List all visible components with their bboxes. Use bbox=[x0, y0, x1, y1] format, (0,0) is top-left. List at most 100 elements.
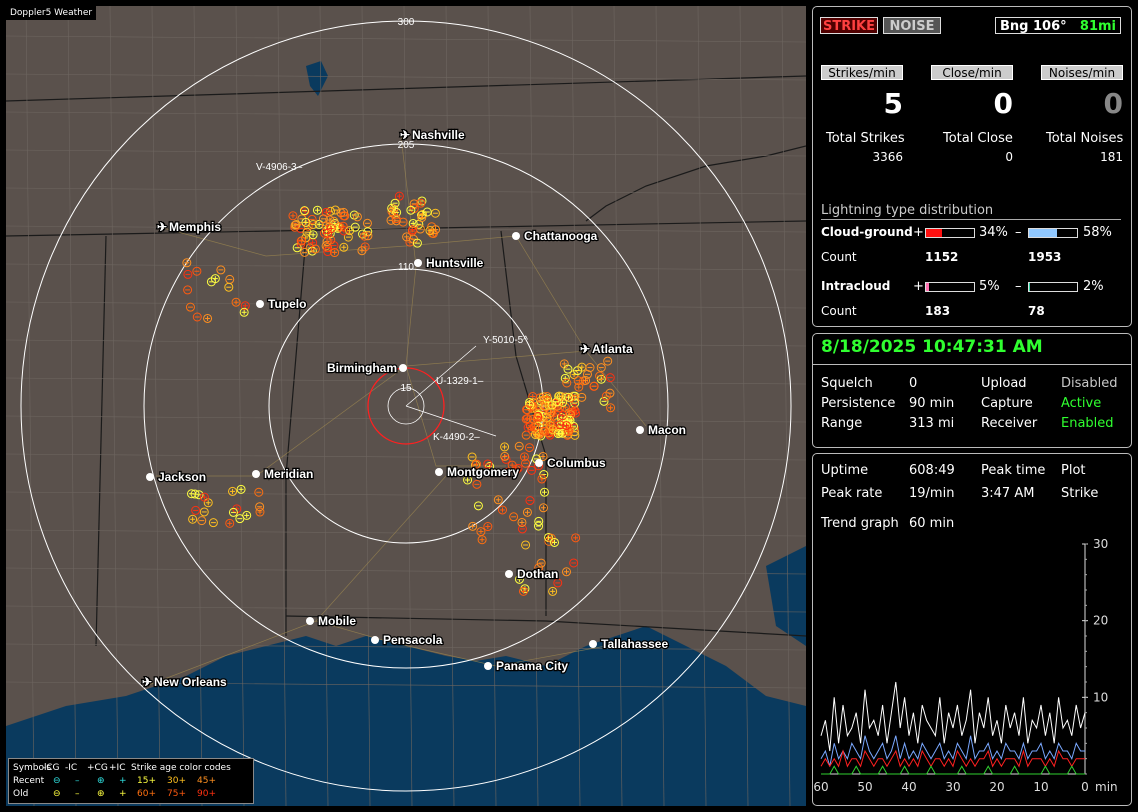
city-dothan[interactable]: Dothan bbox=[505, 566, 560, 582]
strike-mark bbox=[199, 507, 209, 517]
setting-value: 90 min bbox=[909, 396, 955, 411]
strike-mark bbox=[522, 405, 532, 415]
lightning-map[interactable]: 300 205 110 15 ✈ Nashville ✈ Memphis Chattanoog… bbox=[6, 6, 806, 806]
legend-age-label: Strike age color codes bbox=[131, 762, 231, 773]
city-label: Jackson bbox=[158, 470, 206, 484]
ic-positive-pct: 5% bbox=[979, 279, 1000, 294]
cloud-ground-label: Cloud-ground bbox=[821, 225, 913, 239]
city-macon[interactable]: Macon bbox=[636, 422, 687, 438]
ic-count-label: Count bbox=[821, 304, 857, 318]
strike-mark bbox=[521, 458, 531, 468]
city-birmingham[interactable]: Birmingham bbox=[326, 360, 407, 376]
strike-mark bbox=[467, 452, 477, 462]
strike-mark bbox=[522, 507, 532, 517]
city-atlanta[interactable]: ✈ Atlanta bbox=[579, 341, 634, 358]
trend-x-unit: min bbox=[1095, 780, 1118, 794]
strike-mark bbox=[338, 221, 348, 231]
strike-badge[interactable]: STRIKE bbox=[820, 17, 878, 34]
strike-mark bbox=[357, 246, 367, 256]
strike-mark bbox=[228, 486, 238, 496]
strike-mark bbox=[554, 391, 564, 401]
range-label-300: 300 bbox=[398, 17, 415, 28]
storm-marker[interactable]: V-4906-3– bbox=[256, 162, 303, 173]
city-huntsville[interactable]: Huntsville bbox=[414, 255, 485, 271]
city-tupelo[interactable]: Tupelo bbox=[256, 296, 308, 312]
city-pensacola[interactable]: Pensacola bbox=[371, 632, 444, 648]
datetime-readout: 8/18/2025 10:47:31 AM bbox=[821, 337, 1043, 357]
strike-mark bbox=[528, 414, 538, 424]
total-close-value: 0 bbox=[1005, 150, 1013, 164]
city-columbus[interactable]: Columbus bbox=[535, 455, 607, 471]
city-chattanooga[interactable]: Chattanooga bbox=[512, 228, 599, 244]
strike-mark bbox=[581, 375, 591, 385]
strike-mark bbox=[542, 391, 552, 401]
strike-mark bbox=[589, 381, 599, 391]
city-label: Tupelo bbox=[268, 297, 306, 311]
strike-mark bbox=[561, 421, 571, 431]
distribution-title: Lightning type distribution bbox=[821, 203, 994, 218]
strike-mark bbox=[352, 212, 362, 222]
ic-positive-bar bbox=[925, 282, 975, 292]
strike-mark bbox=[225, 274, 235, 284]
total-close-label: Total Close bbox=[943, 131, 1013, 146]
total-strikes-label: Total Strikes bbox=[826, 131, 905, 146]
brand-label: Doppler5 Weather bbox=[6, 6, 97, 20]
storm-marker[interactable]: Y-5010-5^ bbox=[483, 335, 528, 346]
strike-mark bbox=[339, 211, 349, 221]
strike-mark bbox=[300, 206, 310, 216]
strike-mark bbox=[497, 505, 507, 515]
strike-mark bbox=[302, 227, 312, 237]
strike-mark bbox=[188, 514, 198, 524]
strike-mark bbox=[323, 247, 333, 257]
strike-mark bbox=[563, 364, 573, 374]
strike-mark bbox=[472, 459, 482, 469]
strike-mark bbox=[425, 226, 435, 236]
city-jackson[interactable]: Jackson bbox=[146, 469, 207, 485]
strike-mark bbox=[596, 363, 606, 373]
strikes-per-min-button[interactable]: Strikes/min bbox=[821, 65, 903, 80]
storm-marker[interactable]: K-4490-2– bbox=[433, 432, 480, 443]
strike-mark bbox=[185, 302, 195, 312]
city-meridian[interactable]: Meridian bbox=[252, 466, 315, 482]
city-tallahassee[interactable]: Tallahassee bbox=[589, 636, 670, 652]
roads bbox=[145, 135, 647, 687]
storm-marker[interactable]: U-1329-1– bbox=[436, 376, 484, 387]
strike-mark bbox=[203, 313, 213, 323]
city-nashville[interactable]: ✈ Nashville bbox=[399, 127, 467, 144]
strike-mark bbox=[239, 307, 249, 317]
peak-time-label: Peak time bbox=[981, 463, 1046, 478]
strike-mark bbox=[548, 586, 558, 596]
city-label: Chattanooga bbox=[524, 229, 598, 243]
noises-per-min-button[interactable]: Noises/min bbox=[1041, 65, 1123, 80]
strike-mark bbox=[521, 414, 531, 424]
city-panama-city[interactable]: Panama City bbox=[484, 658, 570, 674]
distribution-underline bbox=[821, 219, 1121, 220]
strike-mark bbox=[571, 533, 581, 543]
datetime-underline bbox=[813, 364, 1131, 365]
status-panel: STRIKE NOISE Bng 106° 81mi Strikes/min C… bbox=[812, 6, 1132, 327]
strike-mark bbox=[291, 220, 301, 230]
close-per-min-button[interactable]: Close/min bbox=[931, 65, 1013, 80]
strike-mark bbox=[605, 373, 615, 383]
cg-positive-pct: 34% bbox=[979, 225, 1008, 240]
city-label: Tallahassee bbox=[601, 637, 668, 651]
strike-mark bbox=[358, 229, 368, 239]
city-memphis[interactable]: ✈ Memphis bbox=[156, 219, 223, 236]
strike-mark bbox=[422, 207, 432, 217]
strike-mark bbox=[203, 498, 213, 508]
strike-mark bbox=[485, 462, 495, 472]
strike-mark bbox=[463, 475, 473, 485]
noise-badge[interactable]: NOISE bbox=[883, 17, 941, 34]
strike-mark bbox=[192, 312, 202, 322]
strike-mark bbox=[539, 487, 549, 497]
city-montgomery[interactable]: Montgomery bbox=[435, 464, 521, 480]
strike-mark bbox=[240, 301, 250, 311]
setting-status: Disabled bbox=[1061, 376, 1118, 391]
strike-mark bbox=[473, 501, 483, 511]
city-mobile[interactable]: Mobile bbox=[306, 613, 358, 629]
strike-mark bbox=[555, 420, 565, 430]
strike-mark bbox=[394, 191, 404, 201]
plot-mode-selector[interactable]: Strike bbox=[1061, 486, 1099, 501]
city-new-orleans[interactable]: ✈ New Orleans bbox=[141, 674, 229, 691]
